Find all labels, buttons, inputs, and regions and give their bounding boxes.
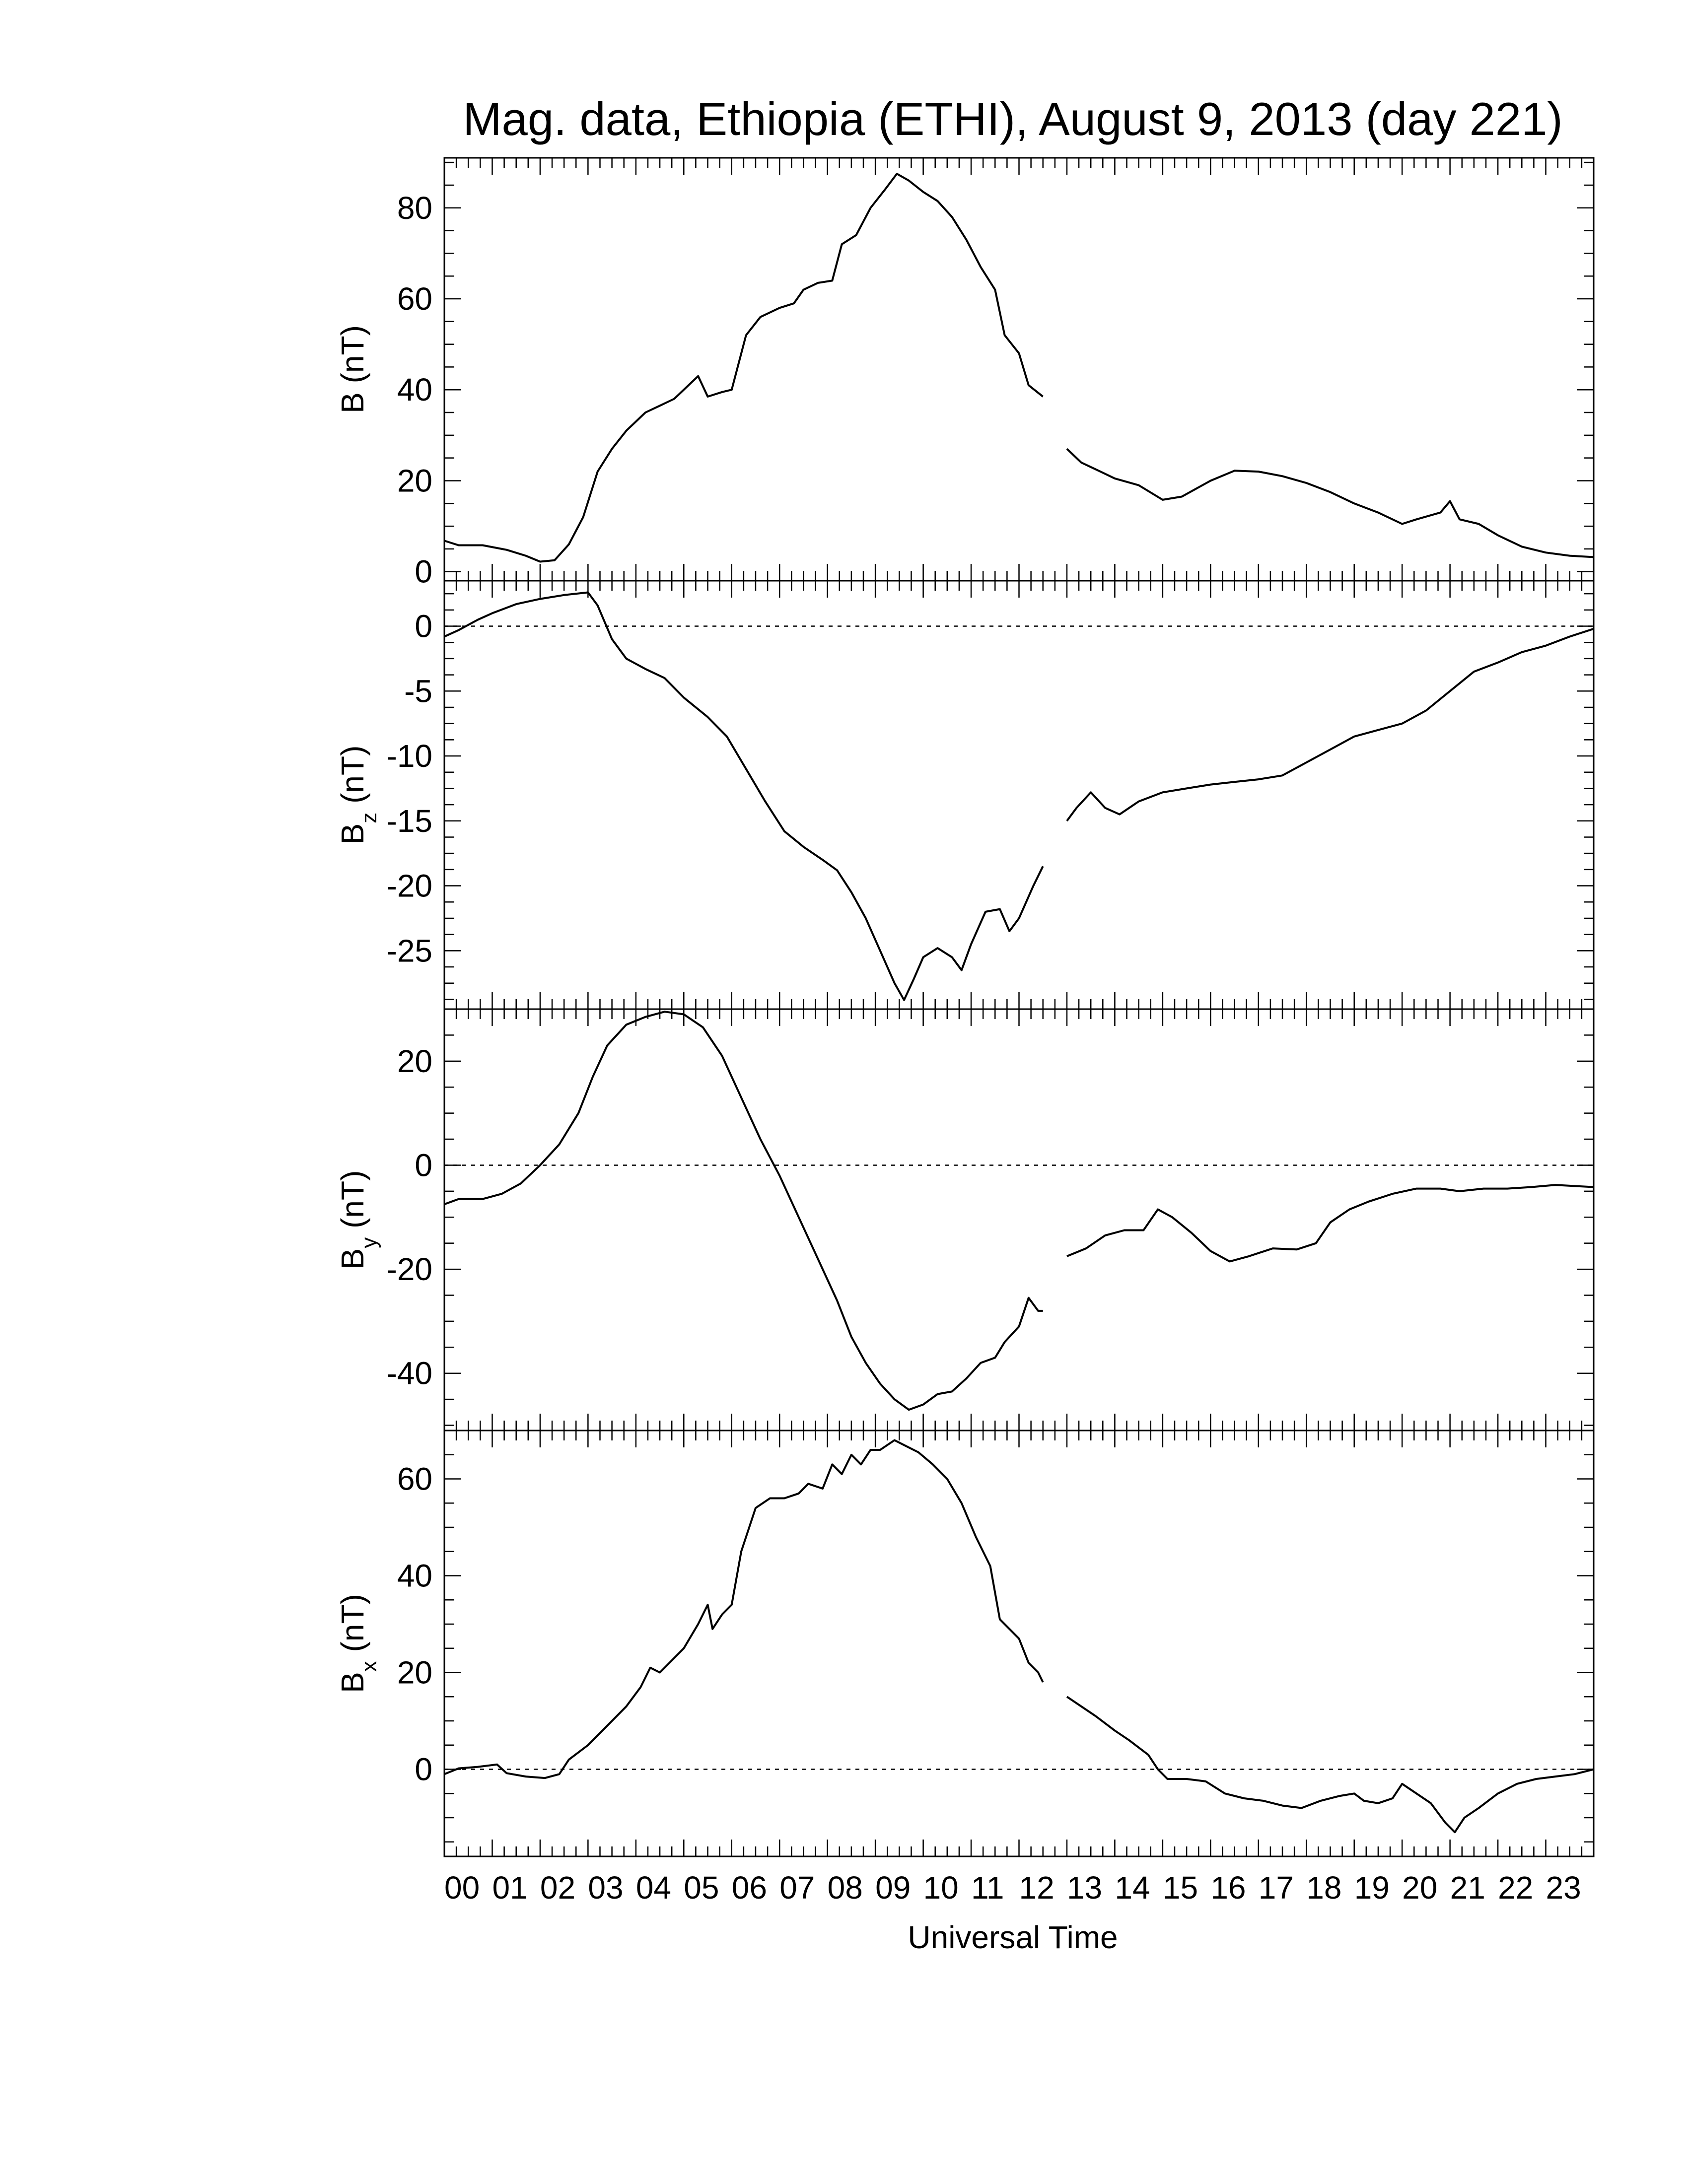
y-tick-label: 0 (415, 1752, 432, 1787)
panel-frame (443, 1430, 1595, 1857)
x-tick-label: 14 (1115, 1870, 1150, 1906)
y-tick-label: 40 (397, 1558, 432, 1594)
panel-Bx: 60 40 20 0 Bx (nT) (335, 1430, 1595, 1857)
y-ticks (444, 1430, 1594, 1843)
y-axis-label: By (nT) (335, 1170, 381, 1270)
series-Bz-segment-2 (1066, 627, 1594, 821)
y-ticks (444, 1008, 1594, 1426)
y-tick-label: -20 (387, 868, 433, 904)
y-tick-label: 20 (397, 463, 432, 498)
y-tick-label: -15 (387, 803, 433, 839)
y-axis-label: B (nT) (335, 325, 370, 413)
x-ticks (443, 581, 1595, 1009)
series-B-segment-2 (1066, 448, 1594, 558)
figure-title: Mag. data, Ethiopia (ETHI), August 9, 20… (463, 93, 1562, 145)
y-axis-label: Bz (nT) (335, 746, 381, 845)
x-tick-label: 21 (1450, 1870, 1485, 1906)
y-tick-label: -10 (387, 738, 433, 774)
y-tick-label: 0 (415, 1147, 432, 1183)
y-tick-label: 20 (397, 1043, 432, 1079)
y-tick-label: 60 (397, 281, 432, 317)
x-tick-label: 06 (732, 1870, 767, 1906)
y-tick-label: -25 (387, 933, 433, 968)
x-axis-label: Universal Time (908, 1919, 1118, 1955)
x-tick-label: 00 (444, 1870, 480, 1906)
series-By-segment-1 (444, 1011, 1043, 1411)
x-tick-label: 09 (875, 1870, 911, 1906)
x-tick-label: 20 (1402, 1870, 1437, 1906)
x-tick-label: 13 (1067, 1870, 1102, 1906)
y-tick-label: 20 (397, 1655, 432, 1691)
series-By-segment-2 (1066, 1184, 1594, 1263)
y-ticks (444, 593, 1594, 1000)
y-tick-label: -20 (387, 1251, 433, 1287)
x-tick-label: 10 (923, 1870, 959, 1906)
x-tick-label: 01 (492, 1870, 527, 1906)
panel-By: 20 0 -20 -40 By (nT) (335, 1008, 1595, 1432)
y-tick-label: 80 (397, 190, 432, 226)
x-tick-label: 05 (684, 1870, 719, 1906)
y-axis-label: Bx (nT) (335, 1594, 381, 1693)
series-Bz-segment-1 (444, 591, 1044, 1001)
series-Bx-segment-1 (444, 1439, 1044, 1779)
x-tick-label: 15 (1163, 1870, 1198, 1906)
series-B-segment-1 (444, 173, 1044, 563)
x-ticks (443, 158, 1595, 581)
x-tick-label: 02 (540, 1870, 575, 1906)
x-tick-label: 16 (1210, 1870, 1246, 1906)
x-tick-label: 04 (636, 1870, 671, 1906)
panel-B: 0 20 40 60 80 B (nT) (335, 157, 1595, 590)
x-tick-label: 23 (1546, 1870, 1581, 1906)
x-tick-label: 07 (779, 1870, 815, 1906)
panel-Bz: 0 -5 -10 -15 -20 -25 Bz (nT) (335, 580, 1595, 1010)
x-axis-tick-labels: 00 01 02 03 04 05 06 07 08 09 10 11 12 13 14 15 16 17 18 19… (444, 1870, 1581, 1906)
x-tick-label: 12 (1019, 1870, 1055, 1906)
x-tick-label: 19 (1354, 1870, 1390, 1906)
x-tick-label: 18 (1306, 1870, 1341, 1906)
x-tick-label: 22 (1498, 1870, 1533, 1906)
y-ticks (444, 161, 1594, 572)
y-tick-label: -5 (404, 673, 432, 709)
y-tick-label: 40 (397, 372, 432, 408)
x-ticks (443, 1431, 1595, 1856)
x-tick-label: 11 (971, 1870, 1004, 1906)
x-ticks (443, 1009, 1595, 1431)
series-Bx-segment-2 (1066, 1696, 1594, 1834)
x-tick-label: 08 (828, 1870, 863, 1906)
y-tick-label: 60 (397, 1461, 432, 1497)
x-tick-label: 17 (1259, 1870, 1294, 1906)
panel-frame (443, 1008, 1595, 1432)
y-tick-label: -40 (387, 1356, 433, 1391)
y-tick-label: 0 (415, 554, 432, 590)
x-tick-label: 03 (588, 1870, 623, 1906)
y-tick-label: 0 (415, 609, 432, 644)
